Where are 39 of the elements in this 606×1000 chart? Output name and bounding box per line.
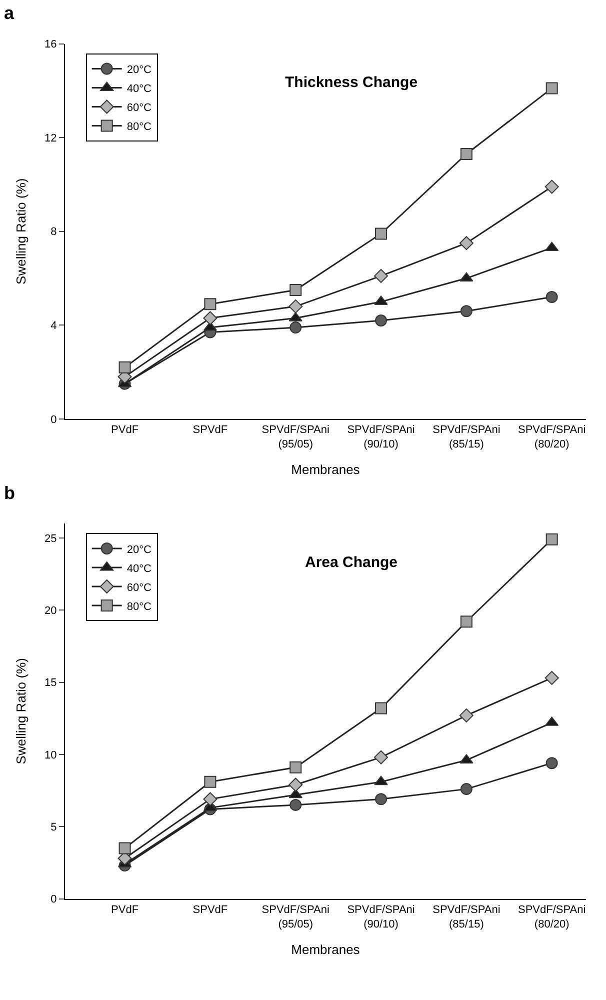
x-tick-label: SPVdF/SPAni (85/15) — [432, 904, 500, 930]
x-tick-label: SPVdF/SPAni (90/10) — [347, 904, 415, 930]
y-tick-label: 16 — [44, 38, 57, 51]
text: a — [4, 3, 15, 23]
legend-label: 20°C — [126, 64, 152, 76]
y-axis-title: Swelling Ratio (%) — [14, 658, 28, 764]
x-tick-label: SPVdF/SPAni (95/05) — [262, 424, 330, 450]
legend-label: 20°C — [126, 544, 152, 556]
x-tick-label: SPVdF — [192, 424, 228, 436]
x-axis-title: Membranes — [291, 462, 360, 478]
y-tick-label: 0 — [50, 894, 57, 906]
x-tick-label: SPVdF/SPAni (90/10) — [347, 424, 415, 450]
x-tick-label: PVdF — [111, 424, 139, 436]
legend-label: 80°C — [126, 600, 152, 613]
x-tick-label: SPVdF/SPAni (80/20) — [518, 424, 586, 450]
text: Area Change — [305, 554, 398, 571]
legend-label: 60°C — [126, 582, 152, 594]
y-tick-label: 4 — [50, 320, 57, 332]
x-tick-label: SPVdF/SPAni (95/05) — [262, 904, 330, 930]
y-tick-label: 5 — [50, 821, 57, 834]
x-tick-label: SPVdF — [192, 904, 228, 916]
text: Thickness Change — [285, 74, 418, 91]
x-tick-label: SPVdF/SPAni (80/20) — [518, 904, 586, 930]
legend-label: 40°C — [126, 83, 152, 96]
legend-label: 60°C — [126, 102, 152, 114]
y-tick-label: 8 — [50, 226, 57, 238]
y-tick-label: 0 — [50, 414, 57, 426]
x-tick-label: SPVdF/SPAni (85/15) — [432, 424, 500, 450]
y-tick-label: 15 — [44, 677, 57, 690]
y-axis-title: Swelling Ratio (%) — [14, 178, 28, 284]
legend-label: 40°C — [126, 562, 152, 575]
y-tick-label: 12 — [44, 132, 57, 144]
text: b — [4, 483, 15, 503]
y-tick-label: 25 — [44, 532, 57, 545]
y-tick-label: 10 — [44, 749, 57, 762]
y-tick-label: 20 — [44, 604, 57, 617]
x-axis-title: Membranes — [291, 942, 360, 957]
x-tick-label: PVdF — [111, 904, 139, 916]
legend-label: 80°C — [126, 121, 152, 134]
